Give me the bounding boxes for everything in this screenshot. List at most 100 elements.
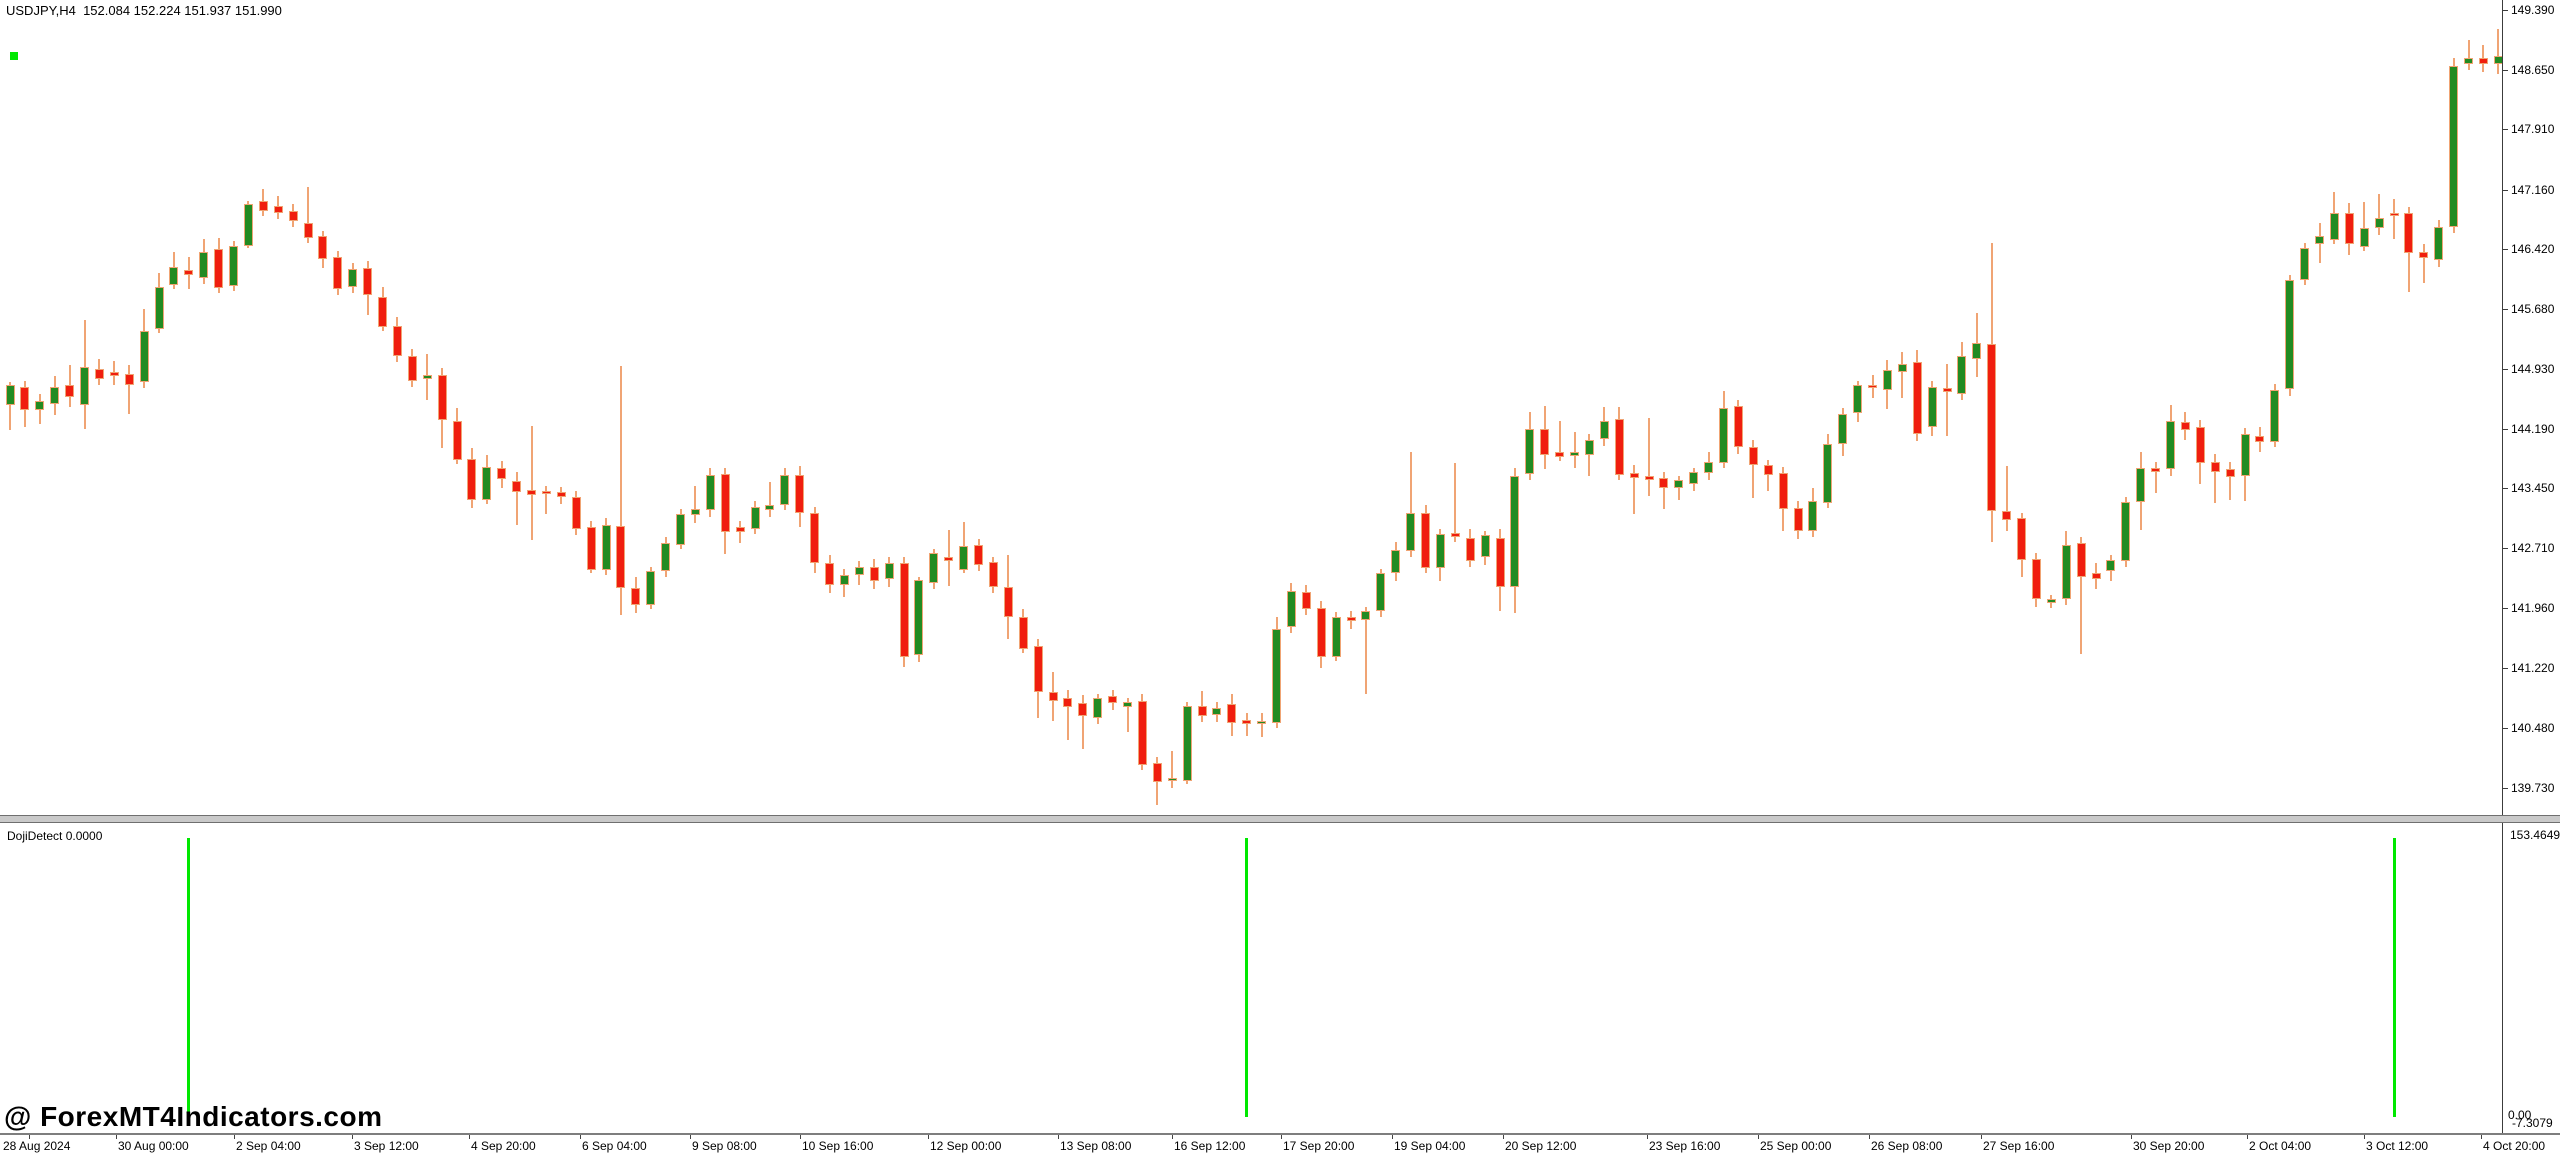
bear-candle-body <box>1793 507 1803 532</box>
bear-candle-body <box>1942 387 1952 392</box>
panel-splitter-handle[interactable] <box>0 815 2560 823</box>
bull-candle-body <box>1897 363 1907 372</box>
bull-candle-body <box>1808 501 1818 532</box>
bull-candle-body <box>2300 248 2310 280</box>
bull-candle-body <box>1376 573 1386 611</box>
time-tick-mark <box>1981 1135 1982 1139</box>
doji-signal-line <box>2392 838 2396 1117</box>
time-tick-label: 3 Sep 12:00 <box>354 1139 419 1153</box>
candle-wick <box>1901 351 1904 399</box>
candle-wick <box>739 520 742 544</box>
bull-candle-body <box>2121 502 2131 561</box>
time-tick-mark <box>2131 1135 2132 1139</box>
price-tick-label: 141.220 <box>2511 661 2555 675</box>
bull-candle-body <box>2046 598 2056 603</box>
bear-candle-body <box>899 563 909 658</box>
price-tick-mark <box>2503 608 2508 610</box>
bear-candle-body <box>988 561 998 587</box>
candle-wick <box>2080 536 2083 655</box>
bull-candle-body <box>243 204 253 246</box>
time-tick-mark <box>1058 1135 1059 1139</box>
bull-candle-body <box>959 545 969 570</box>
time-tick-label: 27 Sep 16:00 <box>1983 1139 2055 1153</box>
candle-wick <box>1126 697 1129 733</box>
price-axis[interactable]: 149.390 148.650 147.910 147.160 146.420 145.6… <box>2502 0 2560 1133</box>
candle-wick <box>2378 194 2381 235</box>
candle-wick <box>1081 695 1084 750</box>
bear-candle-body <box>1778 473 1788 510</box>
candle-wick <box>1171 751 1174 788</box>
time-tick-label: 17 Sep 20:00 <box>1283 1139 1355 1153</box>
bear-candle-body <box>2002 511 2012 520</box>
bull-candle-body <box>80 366 89 406</box>
bear-candle-body <box>2151 468 2161 473</box>
time-tick-label: 9 Sep 08:00 <box>692 1139 757 1153</box>
bear-candle-body <box>1152 763 1162 782</box>
time-axis[interactable]: 28 Aug 2024 30 Aug 00:00 2 Sep 04:00 3 Sep … <box>0 1133 2560 1155</box>
time-tick-mark <box>2247 1135 2248 1139</box>
time-tick-label: 26 Sep 08:00 <box>1871 1139 1943 1153</box>
bear-candle-body <box>2195 427 2205 464</box>
time-tick-label: 28 Aug 2024 <box>3 1139 71 1153</box>
bear-candle-body <box>20 386 30 411</box>
bear-candle-body <box>1465 537 1475 561</box>
candle-wick <box>1648 417 1650 497</box>
bull-candle-body <box>1331 617 1341 657</box>
time-tick-label: 3 Oct 12:00 <box>2366 1139 2429 1153</box>
doji-detect-indicator-panel[interactable]: DojiDetect 0.0000 @ ForexMT4Indicators.c… <box>0 823 2502 1133</box>
bull-candle-body <box>1272 628 1281 723</box>
bull-candle-body <box>1957 355 1967 395</box>
time-tick-mark <box>29 1135 30 1139</box>
bull-candle-body <box>1093 697 1103 718</box>
time-tick-label: 30 Sep 20:00 <box>2133 1139 2205 1153</box>
bull-candle-body <box>1599 420 1609 440</box>
bull-candle-body <box>1972 343 1982 359</box>
bear-candle-body <box>527 490 536 495</box>
ohlc-values-label: 152.084 152.224 151.937 151.990 <box>83 3 282 18</box>
time-tick-label: 4 Oct 20:00 <box>2483 1139 2546 1153</box>
bear-candle-body <box>1033 645 1043 693</box>
candle-wick <box>307 187 309 243</box>
bear-candle-body <box>1733 406 1743 447</box>
price-tick-mark <box>2503 428 2508 430</box>
time-tick-label: 2 Sep 04:00 <box>236 1139 301 1153</box>
price-tick-mark <box>2503 668 2508 669</box>
bull-candle-body <box>1212 707 1222 715</box>
price-tick-label: 146.420 <box>2511 242 2555 257</box>
bull-candle-body <box>661 543 671 572</box>
bull-candle-body <box>1361 610 1371 621</box>
bull-candle-body <box>482 466 492 500</box>
time-tick-label: 4 Sep 20:00 <box>471 1139 536 1153</box>
bear-candle-body <box>1421 512 1430 569</box>
price-tick-mark <box>2503 249 2508 251</box>
bear-candle-body <box>2031 558 2041 599</box>
bear-candle-body <box>1629 473 1639 478</box>
candle-wick <box>1946 363 1948 437</box>
time-tick-mark <box>1392 1135 1393 1139</box>
time-tick-label: 23 Sep 16:00 <box>1649 1139 1721 1153</box>
bear-candle-body <box>1063 697 1073 708</box>
time-tick-mark <box>1647 1135 1648 1139</box>
bull-candle-body <box>780 474 790 506</box>
bear-candle-body <box>1197 705 1207 717</box>
price-chart-panel[interactable]: USDJPY,H4 152.084 152.224 151.937 151.99… <box>0 0 2502 815</box>
bear-candle-body <box>363 267 373 296</box>
bull-candle-body <box>1882 370 1892 391</box>
time-tick-mark <box>800 1135 801 1139</box>
bull-candle-body <box>2240 434 2250 477</box>
bear-candle-body <box>1227 704 1237 723</box>
candle-wick <box>515 472 518 526</box>
bull-candle-body <box>2166 420 2175 470</box>
bear-candle-body <box>586 527 596 570</box>
candle-wick <box>2154 461 2157 494</box>
time-tick-mark <box>352 1135 353 1139</box>
bear-candle-body <box>184 270 194 275</box>
candle-wick <box>2363 201 2366 251</box>
bull-candle-body <box>1674 480 1684 489</box>
bear-candle-body <box>616 525 626 589</box>
bear-candle-body <box>556 492 566 498</box>
bear-candle-body <box>1748 446 1758 465</box>
bear-candle-body <box>1987 344 1997 511</box>
bear-candle-body <box>810 512 820 564</box>
